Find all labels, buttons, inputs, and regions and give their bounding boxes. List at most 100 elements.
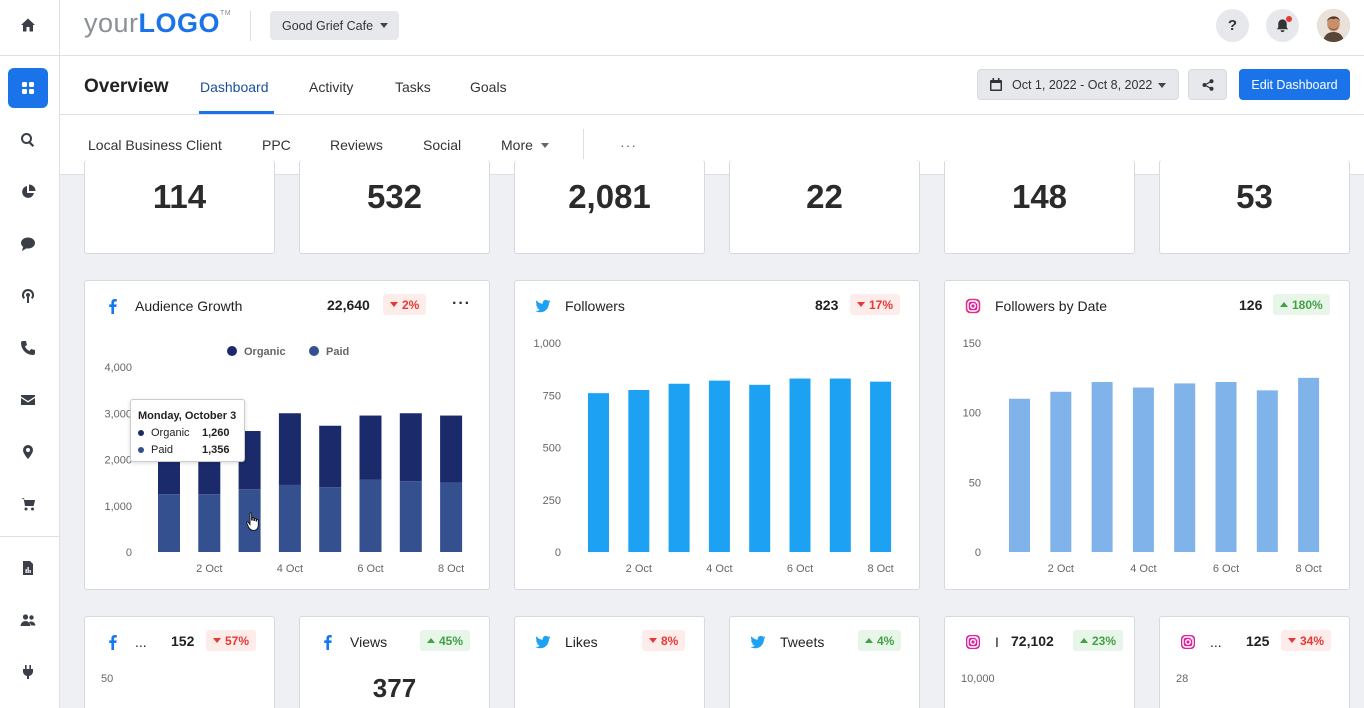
twitter-followers-chart: 0 250 500 750 1,000 2 Oct 4 Oct 6 Oct 8 Oct — [533, 338, 893, 575]
y-tick-label: 50 — [969, 477, 981, 489]
share-button[interactable] — [1188, 69, 1227, 100]
card-header: Tweets — [750, 633, 824, 651]
facebook-icon — [109, 635, 117, 650]
card-menu-icon[interactable]: ··· — [452, 295, 471, 312]
bar — [749, 384, 771, 552]
search-icon[interactable] — [8, 120, 48, 160]
x-tick-label: 8 Oct — [1295, 563, 1321, 575]
card-header: Views — [320, 633, 387, 651]
card-total: 72,102 — [1011, 633, 1054, 649]
client-selector[interactable]: Good Grief Cafe — [270, 11, 399, 40]
change-value: 4% — [877, 633, 895, 648]
plug-icon[interactable] — [8, 652, 48, 692]
bar-paid — [440, 482, 463, 552]
bar — [1215, 382, 1237, 552]
card-title: Followers — [565, 298, 625, 314]
chart-tooltip: Monday, October 3 Organic 1,260 Paid 1,356 — [130, 399, 245, 462]
tab-tasks[interactable]: Tasks — [395, 79, 431, 95]
tab-activity[interactable]: Activity — [309, 79, 354, 95]
axis-tick: 10,000 — [961, 673, 995, 685]
change-badge: 8% — [642, 630, 686, 651]
podcast-icon[interactable] — [8, 276, 48, 316]
bar-paid — [399, 481, 422, 552]
subtab-social[interactable]: Social — [423, 137, 462, 153]
instagram-icon — [1181, 635, 1195, 649]
y-tick-label: 1,000 — [104, 501, 132, 513]
twitter-tweets-card: Tweets 4% — [729, 616, 920, 708]
card-header: Audience Growth — [105, 297, 242, 315]
change-badge: 23% — [1073, 630, 1124, 651]
chat-icon[interactable] — [8, 224, 48, 264]
mail-icon[interactable] — [8, 380, 48, 420]
tooltip-label: Paid — [151, 444, 174, 456]
bar — [1132, 387, 1154, 552]
card-total: 823 — [815, 297, 839, 313]
date-range-label: Oct 1, 2022 - Oct 8, 2022 — [1012, 77, 1153, 92]
chevron-down-icon — [380, 23, 388, 28]
subtab-ppc[interactable]: PPC — [262, 137, 291, 153]
tab-dashboard[interactable]: Dashboard — [200, 79, 269, 95]
notifications-button[interactable] — [1266, 9, 1299, 42]
legend-label: Paid — [326, 346, 349, 358]
y-tick-label: 0 — [126, 547, 132, 559]
users-icon[interactable] — [8, 600, 48, 640]
x-tick-label: 8 Oct — [438, 563, 464, 575]
user-avatar[interactable] — [1317, 9, 1350, 42]
card-title: Audience Growth — [135, 298, 243, 314]
card-total: 22,640 — [327, 297, 370, 313]
card-title: Views — [350, 634, 388, 650]
pie-chart-icon[interactable] — [8, 172, 48, 212]
y-tick-label: 750 — [543, 390, 561, 402]
audience-growth-chart: 0 1,000 2,000 3,000 4,000 2 Oct 4 Oct 6 Oct 8 Oc… — [104, 346, 464, 575]
change-value: 17% — [869, 297, 894, 312]
phone-icon[interactable] — [8, 328, 48, 368]
twitter-likes-card: Likes 8% — [514, 616, 705, 708]
x-tick-label: 2 Oct — [626, 563, 652, 575]
stat-value: 22 — [806, 178, 843, 215]
card-title: Likes — [565, 634, 598, 650]
tooltip-value: 1,356 — [202, 444, 230, 456]
change-badge: 180% — [1273, 294, 1330, 315]
date-range-picker[interactable]: Oct 1, 2022 - Oct 8, 2022 — [977, 69, 1179, 100]
bar-organic — [278, 413, 301, 485]
edit-dashboard-button[interactable]: Edit Dashboard — [1239, 69, 1350, 100]
subtab-more[interactable]: More — [501, 137, 549, 153]
brand-logo[interactable]: yourLOGOTM — [84, 8, 232, 38]
subtab-reviews[interactable]: Reviews — [330, 137, 383, 153]
tooltip-row-organic: Organic 1,260 — [138, 427, 238, 439]
report-file-icon[interactable] — [8, 548, 48, 588]
legend-label: Organic — [244, 346, 286, 358]
page-header: Overview Dashboard Activity Tasks Goals … — [60, 56, 1364, 115]
subtab-local-business-client[interactable]: Local Business Client — [88, 137, 222, 153]
bar-paid — [158, 494, 180, 552]
instagram-metric-card: ... 125 34% 28 — [1159, 616, 1350, 708]
x-tick-label: 4 Oct — [277, 563, 303, 575]
help-button[interactable]: ? — [1216, 9, 1249, 42]
change-badge: 2% — [383, 294, 427, 315]
card-title: ... — [135, 634, 147, 650]
x-tick-label: 2 Oct — [196, 563, 222, 575]
card-title: Tweets — [780, 634, 825, 650]
x-tick-label: 4 Oct — [1130, 563, 1156, 575]
location-pin-icon[interactable] — [8, 432, 48, 472]
more-options-icon[interactable]: ··· — [620, 137, 637, 153]
instagram-icon — [965, 298, 981, 314]
dashboard-grid-icon[interactable] — [8, 68, 48, 108]
cart-icon[interactable] — [8, 484, 48, 524]
bar-paid — [278, 484, 301, 552]
tab-goals[interactable]: Goals — [470, 79, 507, 95]
card-title: ... — [1210, 634, 1222, 650]
calendar-icon — [990, 78, 1002, 91]
card-header: Likes — [535, 633, 598, 651]
y-tick-label: 4,000 — [104, 362, 132, 374]
facebook-metric-card: ... 152 57% 50 — [84, 616, 275, 708]
y-tick-label: 0 — [975, 547, 981, 559]
change-value: 180% — [1292, 297, 1323, 312]
change-value: 45% — [439, 633, 464, 648]
stat-card: 2,081 — [514, 160, 705, 254]
home-icon[interactable] — [8, 5, 48, 45]
y-tick-label: 150 — [963, 338, 981, 350]
tooltip-title: Monday, October 3 — [138, 410, 237, 422]
x-tick-label: 6 Oct — [787, 563, 813, 575]
legend-marker-paid — [309, 346, 319, 356]
